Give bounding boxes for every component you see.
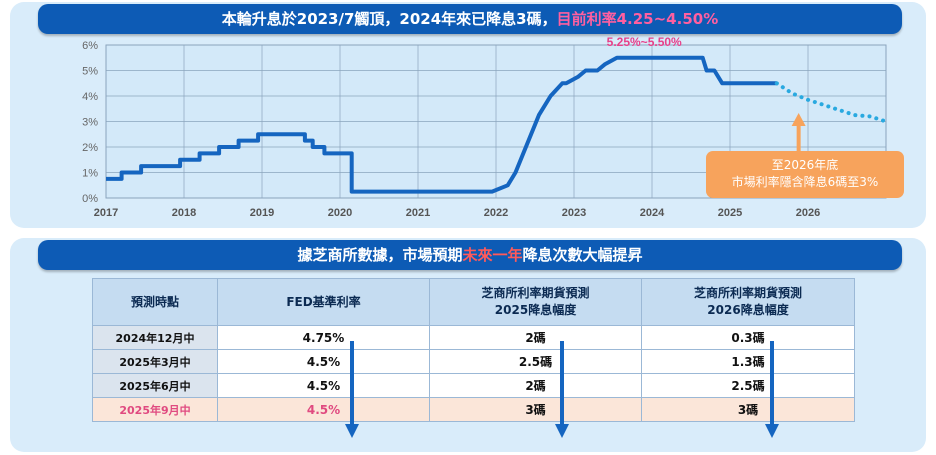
cell-fed-rate: 4.75% [217,325,430,350]
cell-time: 2025年6月中 [92,373,218,398]
table-header-row: 預測時點 FED基準利率 芝商所利率期貨預測 2025降息幅度 芝商所利率期貨預測… [92,278,855,326]
table-row: 2025年6月中 4.5% 2碼 2.5碼 [92,373,855,398]
forecast-line [774,81,888,124]
forecast-table: 預測時點 FED基準利率 芝商所利率期貨預測 2025降息幅度 芝商所利率期貨預測… [92,278,855,422]
cell-2025-cut: 2.5碼 [429,349,642,374]
header-forecast-time: 預測時點 [92,278,218,326]
header-2026-cut: 芝商所利率期貨預測 2026降息幅度 [641,278,855,326]
x-tick-label: 2026 [796,207,820,219]
header-2025-cut: 芝商所利率期貨預測 2025降息幅度 [429,278,642,326]
y-tick-label: 3% [82,117,98,129]
table-row: 2025年3月中 4.5% 2.5碼 1.3碼 [92,349,855,374]
y-tick-label: 5% [82,66,98,78]
rate-line [106,55,777,194]
callout-text: 至2026年底 [772,157,839,172]
chart-title-text: 本輪升息於2023/7觸頂，2024年來已降息3碼， [221,10,557,28]
x-tick-label: 2018 [172,207,196,219]
cell-time: 2025年3月中 [92,349,218,374]
y-tick-label: 6% [82,40,98,52]
chart-title-highlight: 目前利率4.25~4.50% [556,10,719,28]
cell-time: 2025年9月中 [92,397,218,422]
table-row-highlight: 2025年9月中 4.5% 3碼 3碼 [92,397,855,422]
cell-2025-cut: 2碼 [429,325,642,350]
x-tick-label: 2019 [250,207,274,219]
callout-text: 市場利率隱含降息6碼至3% [732,174,879,189]
table-title-banner: 據芝商所數據，市場預期未來一年降息次數大幅提昇 [38,240,902,270]
y-tick-label: 2% [82,142,98,154]
x-tick-label: 2021 [406,207,430,219]
cell-fed-rate: 4.5% [217,349,430,374]
cell-2026-cut: 1.3碼 [641,349,855,374]
x-tick-label: 2023 [562,207,586,219]
cell-fed-rate: 4.5% [217,373,430,398]
header-fed-rate: FED基準利率 [217,278,430,326]
peak-label: 5.25%~5.50% [607,35,682,49]
callout-arrow-head [791,113,806,126]
cell-fed-rate: 4.5% [217,397,430,422]
x-tick-label: 2017 [94,207,118,219]
table-row: 2024年12月中 4.75% 2碼 0.3碼 [92,325,855,350]
cell-2025-cut: 2碼 [429,373,642,398]
x-tick-label: 2022 [484,207,508,219]
cell-2026-cut: 3碼 [641,397,855,422]
table-title-suffix: 降息次數大幅提昇 [522,246,643,264]
cell-2026-cut: 0.3碼 [641,325,855,350]
x-tick-label: 2020 [328,207,352,219]
y-tick-label: 0% [82,193,98,205]
x-tick-label: 2025 [718,207,742,219]
callout-box [706,151,904,198]
cell-2026-cut: 2.5碼 [641,373,855,398]
table-title-prefix: 據芝商所數據，市場預期 [297,246,463,264]
cell-time: 2024年12月中 [92,325,218,350]
x-tick-label: 2024 [640,207,665,219]
y-tick-label: 1% [82,168,98,180]
chart-title-banner: 本輪升息於2023/7觸頂，2024年來已降息3碼，目前利率4.25~4.50% [38,4,902,34]
y-tick-label: 4% [82,91,98,103]
cell-2025-cut: 3碼 [429,397,642,422]
table-title-highlight: 未來一年 [462,246,523,264]
